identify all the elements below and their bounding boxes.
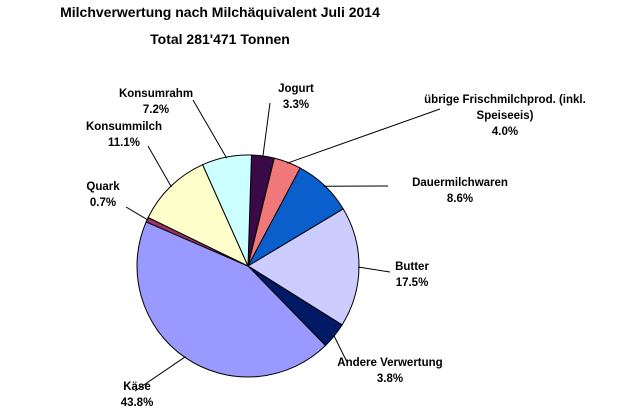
slice-label-andere-verwertung: Andere Verwertung 3.8% <box>337 357 442 385</box>
slice-label-ubrige-frischmilchprod-inkl-speiseeis: übrige Frischmilchprod. (inkl. Speiseeis)… <box>424 94 586 138</box>
leader-line-quark <box>125 206 149 221</box>
slice-label-kase: Käse 43.8% <box>121 381 154 409</box>
slice-label-dauermilchwaren: Dauermilchwaren 8.6% <box>412 177 508 205</box>
slice-label-butter: Butter 17.5% <box>395 261 429 289</box>
leader-line-ubrige-frischmilchprod-inkl-speiseeis <box>287 108 441 164</box>
leader-line-konsumrahm <box>192 99 228 159</box>
leader-line-andere-verwertung <box>333 334 348 363</box>
leader-line-butter <box>357 266 391 273</box>
chart-subtitle: Total 281'471 Tonnen <box>150 31 290 47</box>
slice-label-jogurt: Jogurt 3.3% <box>278 83 314 111</box>
leader-line-kase <box>134 356 186 392</box>
chart-title: Milchverwertung nach Milchäquivalent Jul… <box>60 4 380 20</box>
leader-line-konsummilch <box>147 145 172 188</box>
leader-line-jogurt <box>262 102 271 158</box>
slice-label-konsumrahm: Konsumrahm 7.2% <box>119 88 193 116</box>
slice-label-quark: Quark 0.7% <box>86 181 120 209</box>
slice-label-konsummilch: Konsummilch 11.1% <box>86 121 162 149</box>
